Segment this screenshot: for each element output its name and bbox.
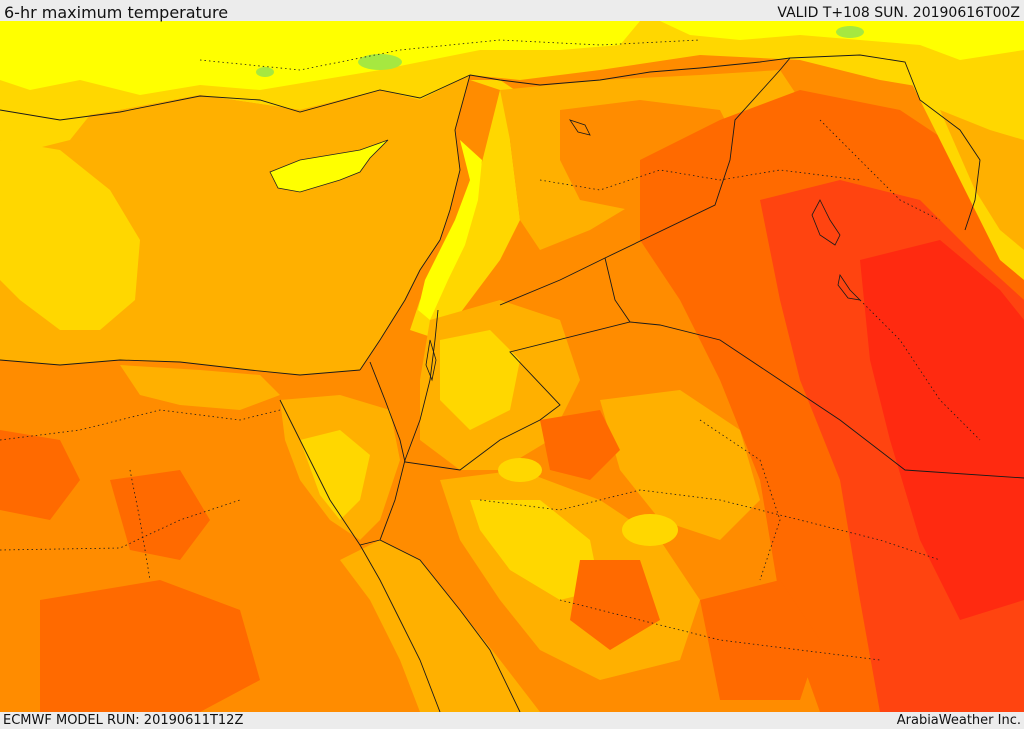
temperature-map [0, 21, 1024, 712]
aegean-gold [0, 95, 90, 150]
water-bodies [425, 119, 862, 382]
saudi-gold-1 [470, 500, 600, 600]
saudi-gold-patch [622, 514, 678, 546]
north-bright-yellow-east [660, 21, 1024, 60]
saudi-deep-3 [700, 580, 820, 700]
green-patch-2 [836, 26, 864, 38]
levant-yellow-strip [418, 140, 482, 320]
egypt-deep-mid [110, 470, 210, 560]
credit-label: ArabiaWeather Inc. [896, 713, 1021, 728]
chart-title: 6-hr maximum temperature [4, 3, 229, 22]
iraq-deep-red [860, 240, 1024, 620]
green-patch-3 [256, 67, 274, 77]
saudi-amber-2 [600, 390, 760, 540]
nile-delta-amber [120, 365, 280, 410]
saudi-gold-patch-2 [498, 458, 542, 482]
cyprus-island [269, 139, 389, 193]
sinai-gold [300, 430, 370, 520]
red-sea [340, 540, 540, 712]
egypt-deep-south [40, 580, 260, 712]
north-bright-yellow-field [0, 21, 640, 95]
jordan-gold [440, 330, 520, 430]
valid-time-label: VALID T+108 SUN. 20190616T00Z [777, 5, 1020, 21]
iran-amber-band [940, 110, 1024, 250]
egypt-deep-west [0, 430, 80, 520]
coastlines [0, 57, 791, 712]
country-borders [369, 54, 1024, 479]
green-patch-1 [358, 54, 402, 70]
saudi-deep-2 [570, 560, 660, 650]
header-bar: 6-hr maximum temperature VALID T+108 SUN… [0, 0, 1024, 22]
province-borders [0, 39, 981, 661]
west-med-gold [0, 140, 140, 330]
iran-yellow-band [900, 60, 1024, 280]
saudi-deep-1 [540, 410, 620, 480]
footer-bar: ECMWF MODEL RUN: 20190611T12Z ArabiaWeat… [0, 712, 1024, 729]
model-run-label: ECMWF MODEL RUN: 20190611T12Z [3, 713, 244, 728]
